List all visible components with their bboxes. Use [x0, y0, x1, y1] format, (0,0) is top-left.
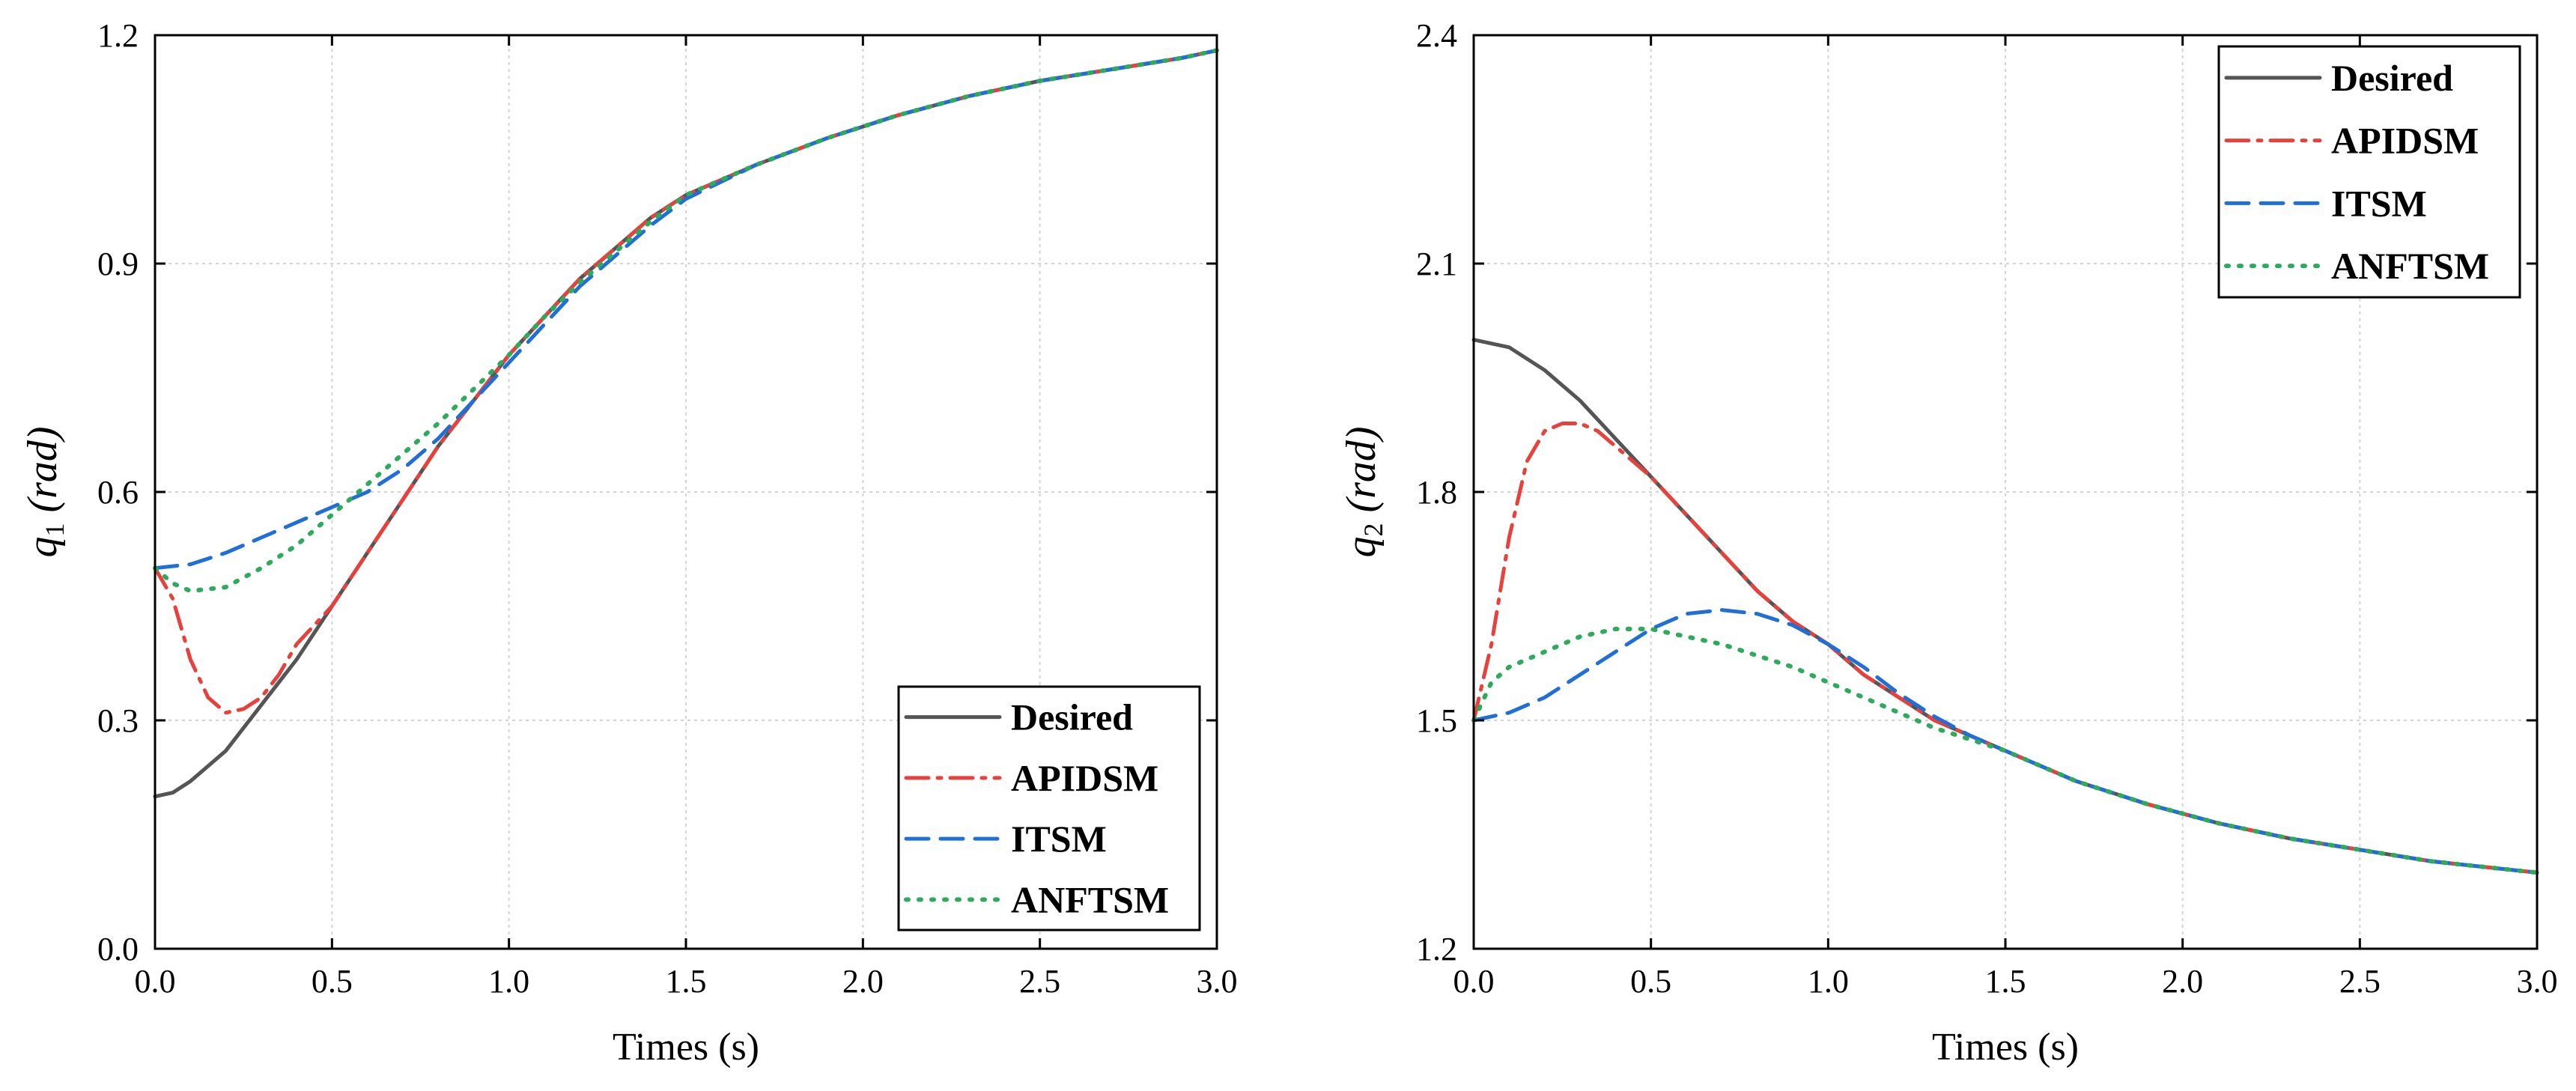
series-line-itsm: [153, 48, 1219, 571]
legend: Desired APIDSM ITSM ANFTSM: [897, 685, 1201, 932]
legend: Desired APIDSM ITSM ANFTSM: [2217, 45, 2521, 299]
series-line-apidsm: [153, 48, 1219, 715]
series-line-itsm: [1471, 608, 2539, 875]
chart-1: 0.0 0.5 1.0 1.5 2.0 2.5 3.0 0.0 0.3 0.6 0.9 1.2 Time…: [19, 17, 1238, 1069]
y-tick-label: 1.2: [1416, 931, 1457, 967]
y-axis-title: q2 (rad): [1338, 426, 1388, 557]
legend-box: [2217, 45, 2521, 299]
y-axis-subscript: 1: [40, 523, 70, 537]
legend-box: [897, 685, 1201, 932]
x-tick-label: 1.0: [1808, 963, 1849, 1000]
y-axis-subscript: 2: [1358, 523, 1388, 537]
y-axis-unit: (rad): [1338, 426, 1385, 523]
x-tick-label: 0.0: [1453, 963, 1495, 1000]
y-tick-label: 2.1: [1416, 246, 1457, 282]
legend-label-desired: Desired: [2331, 57, 2453, 99]
x-tick-label: 1.5: [1985, 963, 2026, 1000]
legend-label-itsm: ITSM: [2331, 182, 2427, 224]
y-tick-label: 0.9: [97, 246, 139, 282]
y-axis-symbol: q: [19, 537, 66, 558]
x-tick-label: 2.5: [2339, 963, 2381, 1000]
y-tick-label: 0.3: [97, 702, 139, 739]
legend-label-desired: Desired: [1011, 696, 1133, 738]
y-axis-title: q1 (rad): [19, 426, 70, 557]
x-tick-label: 0.0: [135, 963, 176, 1000]
series-line-anftsm: [1471, 627, 2539, 875]
x-tick-label: 2.0: [842, 963, 884, 1000]
legend-label-anftsm: ANFTSM: [1011, 878, 1169, 920]
x-axis-title: Times (s): [1932, 1026, 2079, 1069]
y-tick-label: 1.5: [1416, 702, 1457, 739]
x-tick-label: 3.0: [1197, 963, 1238, 1000]
legend-label-apidsm: APIDSM: [2331, 120, 2479, 162]
x-tick-label: 1.5: [666, 963, 707, 1000]
chart-2: 0.0 0.5 1.0 1.5 2.0 2.5 3.0 1.2 1.5 1.8 2.1 2.4 Time…: [1338, 17, 2558, 1069]
x-tick-label: 0.5: [312, 963, 353, 1000]
y-axis-symbol: q: [1338, 537, 1385, 558]
x-tick-label: 2.0: [2162, 963, 2203, 1000]
x-tick-label: 3.0: [2517, 963, 2558, 1000]
series-line-anftsm: [153, 48, 1219, 594]
x-axis-title: Times (s): [613, 1026, 759, 1069]
y-axis-unit: (rad): [19, 426, 66, 523]
y-tick-label: 1.8: [1416, 474, 1457, 511]
y-tick-label: 1.2: [97, 17, 139, 54]
x-tick-label: 0.5: [1630, 963, 1671, 1000]
y-tick-label: 0.0: [97, 931, 139, 967]
legend-label-anftsm: ANFTSM: [2331, 245, 2489, 287]
legend-label-apidsm: APIDSM: [1011, 757, 1158, 799]
x-tick-label: 1.0: [488, 963, 529, 1000]
y-tick-label: 2.4: [1416, 17, 1457, 54]
legend-label-itsm: ITSM: [1011, 818, 1107, 860]
x-tick-label: 2.5: [1019, 963, 1060, 1000]
y-tick-label: 0.6: [97, 474, 139, 511]
